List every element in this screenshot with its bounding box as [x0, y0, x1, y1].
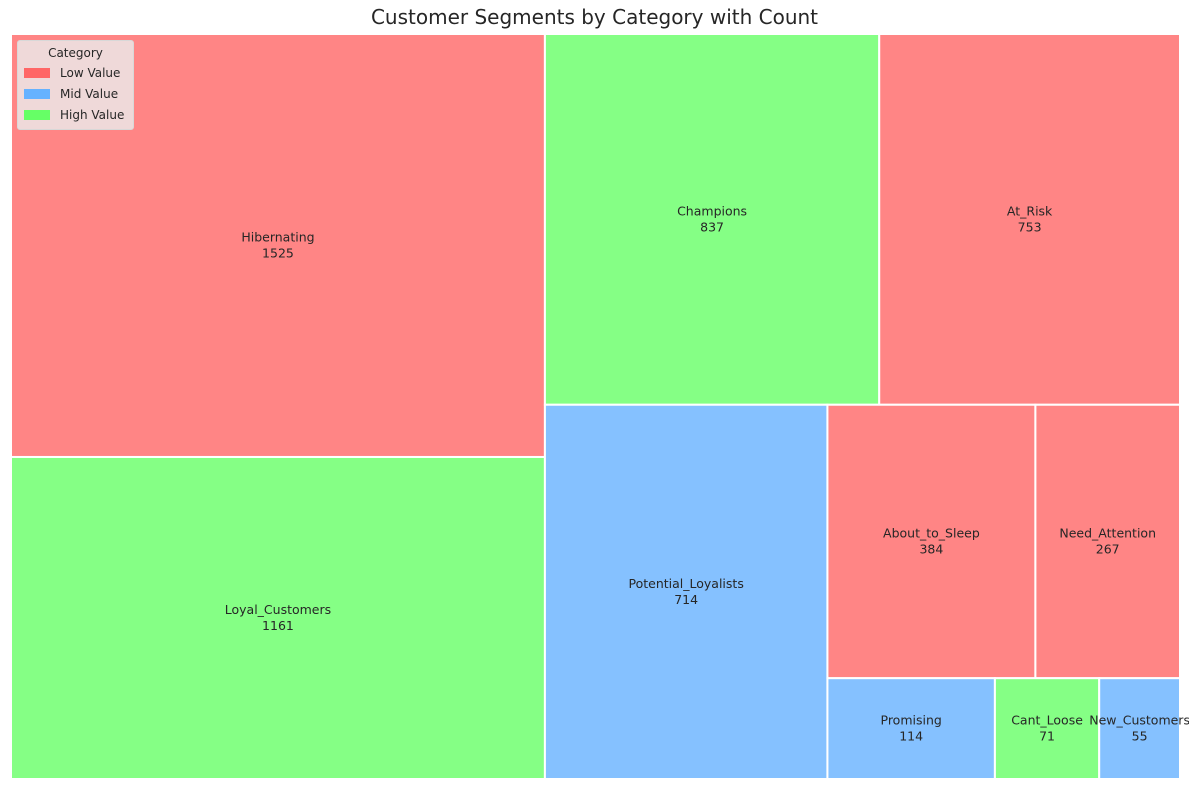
- tile-label-champions: Champions: [677, 203, 747, 218]
- legend-label: Low Value: [60, 65, 121, 80]
- tile-count-new-customers: 55: [1132, 729, 1148, 744]
- tile-count-potential-loyalists: 714: [674, 592, 698, 607]
- legend-label: Mid Value: [60, 86, 119, 101]
- tile-champions: [543, 33, 881, 406]
- tile-count-about-to-sleep: 384: [919, 541, 943, 556]
- tile-count-hibernating: 1525: [262, 245, 294, 260]
- tile-count-loyal-customers: 1161: [262, 618, 294, 633]
- tile-new-customers: [1098, 677, 1182, 781]
- tile-count-need-attention: 267: [1096, 541, 1120, 556]
- legend-item-high-value: High Value: [18, 104, 133, 125]
- tile-label-about-to-sleep: About_to_Sleep: [883, 525, 980, 540]
- tile-count-cant-loose: 71: [1039, 729, 1055, 744]
- tile-label-loyal-customers: Loyal_Customers: [225, 602, 331, 617]
- tile-loyal-customers: [10, 455, 546, 780]
- tile-label-hibernating: Hibernating: [241, 229, 314, 244]
- tile-label-need-attention: Need_Attention: [1059, 525, 1156, 540]
- legend-title: Category: [48, 46, 103, 60]
- tile-count-promising: 114: [899, 729, 923, 744]
- tile-label-potential-loyalists: Potential_Loyalists: [629, 576, 744, 591]
- legend-label: High Value: [60, 107, 125, 122]
- tile-cant-loose: [993, 677, 1101, 781]
- tile-label-new-customers: New_Customers: [1089, 713, 1189, 728]
- tile-count-at-risk: 753: [1018, 219, 1042, 234]
- legend-item-mid-value: Mid Value: [18, 83, 133, 104]
- tile-label-cant-loose: Cant_Loose: [1011, 713, 1083, 728]
- legend-item-low-value: Low Value: [18, 62, 133, 83]
- tile-count-champions: 837: [700, 219, 724, 234]
- legend-swatch: [24, 88, 50, 99]
- tile-potential-loyalists: [543, 403, 829, 780]
- tile-at-risk: [878, 33, 1181, 406]
- tile-label-at-risk: At_Risk: [1007, 203, 1053, 218]
- tile-promising: [826, 677, 996, 781]
- legend-swatch: [24, 67, 50, 78]
- chart-title: Customer Segments by Category with Count: [370, 5, 819, 29]
- tile-need-attention: [1034, 403, 1181, 680]
- tile-label-promising: Promising: [881, 713, 942, 728]
- legend-swatch: [24, 109, 50, 120]
- legend: Category Low Value Mid Value High Value: [17, 40, 134, 130]
